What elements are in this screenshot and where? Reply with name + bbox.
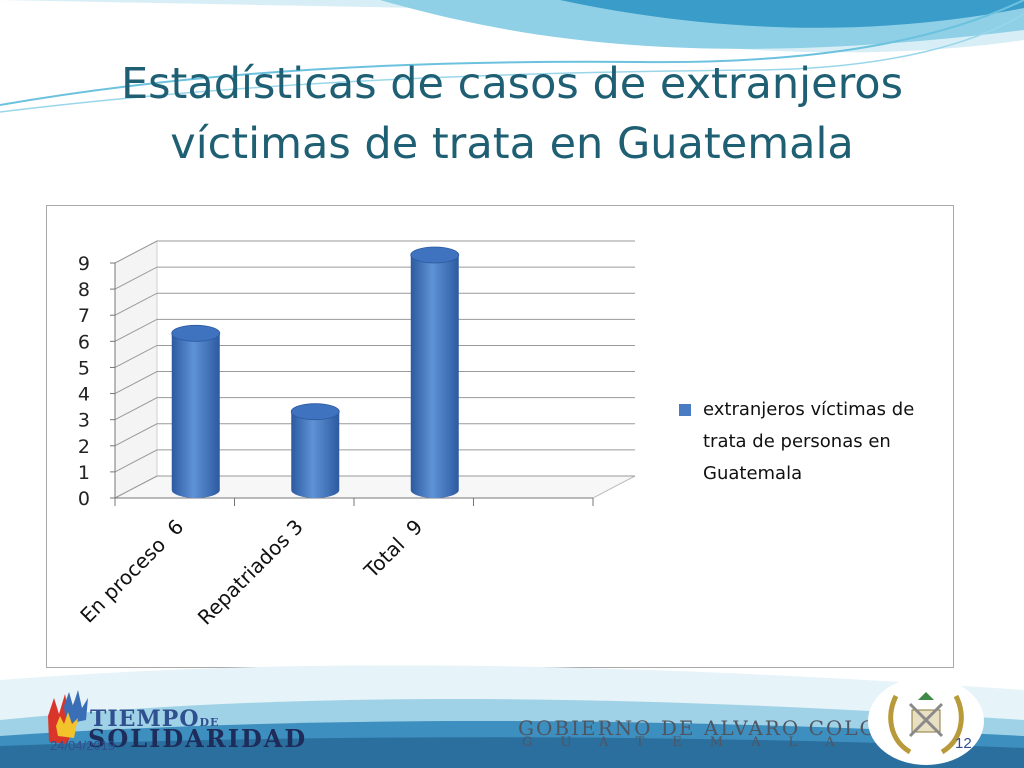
y-tick-label: 5	[78, 357, 90, 379]
legend-line-2: trata de personas en	[703, 431, 891, 452]
side-wall	[114, 240, 158, 499]
top-wave-decoration	[0, 0, 1024, 113]
gridline	[114, 292, 635, 316]
y-tick-label: 9	[78, 253, 90, 275]
chart-legend: extranjeros víctimas de trata de persona…	[679, 394, 949, 490]
hands-logo-icon	[48, 690, 88, 744]
gridline	[114, 397, 635, 421]
y-tick-label: 7	[78, 305, 90, 327]
y-tick-label: 2	[78, 436, 90, 458]
bar-0	[171, 333, 220, 498]
gridline	[114, 240, 635, 264]
bar-2	[410, 255, 459, 498]
coat-of-arms-icon	[868, 677, 984, 765]
gridline	[114, 266, 635, 290]
y-tick-label: 4	[78, 384, 90, 406]
bar-1	[291, 411, 340, 498]
gridline	[114, 423, 635, 447]
gridline	[114, 449, 635, 473]
bar-top-1	[290, 403, 340, 421]
x-tick-label-0: En proceso 6	[75, 515, 188, 628]
government-country: GUATEMALA	[522, 735, 863, 750]
bar-top-0	[171, 324, 221, 342]
x-tick-label-2: Total 9	[359, 515, 428, 584]
y-tick-label: 1	[78, 462, 90, 484]
gridline	[114, 475, 635, 499]
chart-frame: 0 1 2 3 4 5 6 7 8 9 En proceso 6 Repatriados 3 Total…	[46, 205, 954, 668]
y-tick-label: 3	[78, 410, 90, 432]
x-tick-label-1: Repatriados 3	[193, 515, 308, 630]
gridline	[114, 318, 635, 342]
y-tick-label: 6	[78, 331, 90, 353]
slide-title: Estadísticas de casos de extranjeros víc…	[120, 59, 904, 169]
gridline	[114, 344, 635, 368]
bar-top-2	[410, 246, 460, 264]
slide-page-number: 12	[955, 735, 972, 752]
slide-date: 24/04/2019	[50, 738, 116, 753]
legend-line-1: extranjeros víctimas de	[703, 399, 915, 420]
government-name: GOBIERNO DE ALVARO COLOM	[518, 716, 901, 740]
bar-chart: 0 1 2 3 4 5 6 7 8 9 En proceso 6 Repatriados 3 Total…	[75, 240, 636, 630]
legend-swatch	[679, 404, 691, 416]
solidaridad-logo-text: SOLIDARIDAD	[88, 724, 308, 753]
legend-line-3: Guatemala	[703, 463, 803, 484]
bottom-wave-decoration	[0, 665, 1024, 768]
y-tick-label: 0	[78, 488, 90, 510]
tempo-logo-text: TIEMPODE	[90, 706, 220, 732]
gridline	[114, 371, 635, 394]
y-tick-label: 8	[78, 279, 90, 301]
